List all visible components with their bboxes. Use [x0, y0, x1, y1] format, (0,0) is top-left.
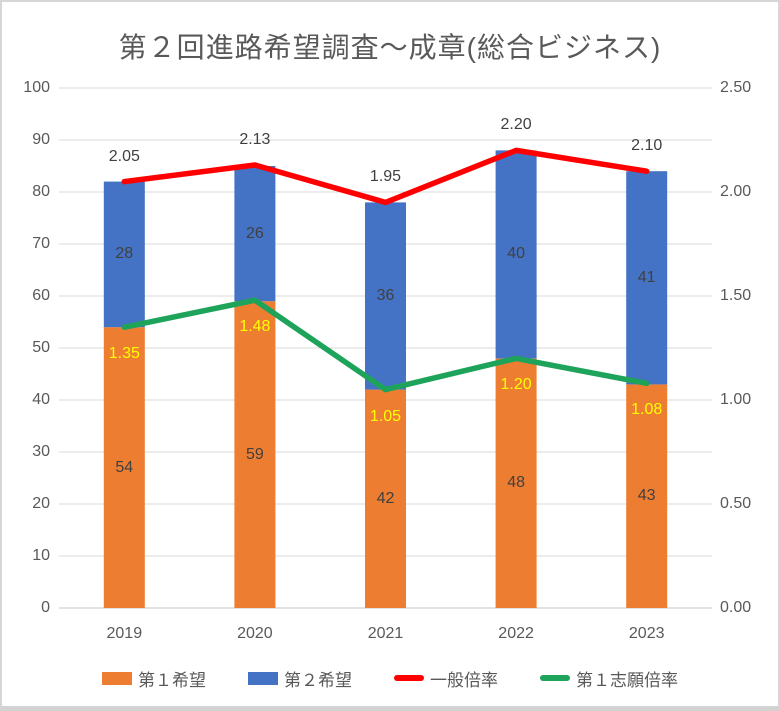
legend-item-second-choice: 第２希望	[248, 666, 352, 691]
bar-segment-first-choice	[626, 384, 668, 608]
bar-segment-first-choice	[103, 327, 145, 608]
first-application-ratio-line	[121, 297, 650, 393]
legend-label-first-application-ratio: 第１志願倍率	[576, 670, 678, 690]
legend-item-general-ratio: 一般倍率	[394, 666, 498, 691]
legend-item-first-choice: 第１希望	[102, 666, 206, 691]
bar-segment-second-choice	[626, 171, 668, 385]
legend-label-first-choice: 第１希望	[138, 670, 206, 690]
second-choice-swatch-icon	[248, 671, 278, 685]
bar-segment-first-choice	[365, 389, 406, 608]
bar-segment-second-choice	[495, 150, 537, 359]
legend-label-second-choice: 第２希望	[284, 670, 352, 690]
chart-title: 第２回進路希望調査～成章(総合ビジネス)	[118, 32, 662, 63]
bar-segment-first-choice	[234, 301, 276, 608]
bar-segment-first-choice	[495, 358, 537, 608]
general-ratio-line	[121, 147, 650, 206]
bar-segment-second-choice	[103, 181, 145, 328]
legend: 第１希望 第２希望 一般倍率 第１志願倍率	[2, 665, 778, 691]
first-choice-swatch-icon	[102, 671, 132, 685]
bar-segment-second-choice	[365, 202, 406, 390]
legend-item-first-application-ratio: 第１志願倍率	[540, 666, 678, 691]
bar-segment-second-choice	[234, 166, 276, 302]
legend-label-general-ratio: 一般倍率	[430, 670, 498, 690]
first-application-ratio-line-swatch-icon	[540, 675, 570, 681]
general-ratio-line-swatch-icon	[394, 675, 424, 681]
